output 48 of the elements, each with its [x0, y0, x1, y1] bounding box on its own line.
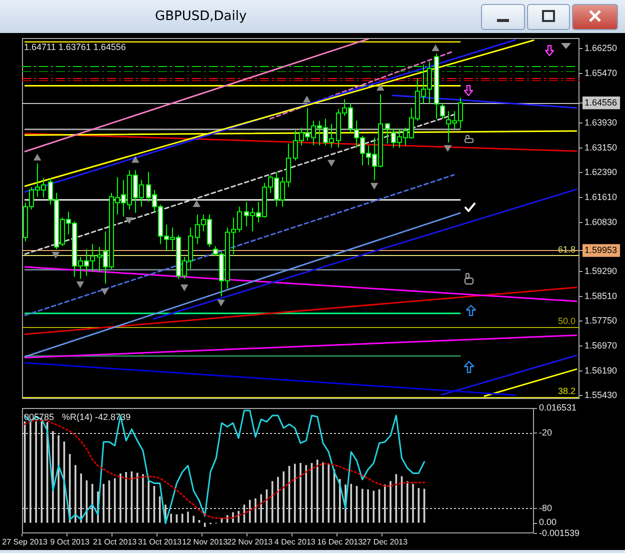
point	[132, 156, 139, 163]
point	[376, 84, 384, 91]
annotation: 38.2	[558, 386, 576, 396]
x-tick-label: 4 Dec 2013	[274, 537, 316, 546]
annotation: 1.64711 1.63761 1.64556	[24, 42, 126, 52]
y2-tick-label: -0.001539	[539, 528, 580, 538]
chart-title: GBPUSD,Daily	[155, 9, 247, 24]
point	[180, 284, 188, 291]
y2-tick-label: 0.00	[539, 517, 557, 528]
x-tick-label: 27 Sep 2013	[2, 537, 48, 546]
point	[370, 182, 378, 190]
point	[34, 154, 41, 160]
point	[218, 300, 225, 306]
point	[432, 44, 440, 52]
x-tick-label: 31 Oct 2013	[138, 537, 182, 546]
x-tick-label: 9 Oct 2013	[50, 537, 90, 546]
y-tick-label: -80	[539, 502, 552, 513]
y-tick-label: 1.60830	[584, 216, 618, 227]
point	[328, 160, 335, 166]
y-tick-label: 1.61610	[584, 192, 618, 202]
point	[52, 252, 60, 258]
y-tick-label: 1.63930	[584, 117, 618, 128]
point	[126, 217, 133, 224]
y-tick-label: 1.65470	[584, 68, 618, 78]
y-tick-label: 1.62390	[584, 166, 618, 177]
y-tick-label: 1.66250	[584, 43, 618, 54]
y-tick-label: 1.59290	[584, 266, 618, 276]
y-tick-label: 1.56190	[584, 366, 618, 376]
y-tick-label: -20	[539, 428, 552, 438]
x-tick-label: 16 Dec 2013	[317, 537, 364, 546]
x-tick-label: 21 Oct 2013	[93, 537, 138, 546]
point	[303, 96, 310, 102]
point	[193, 200, 200, 207]
x-tick-label: 27 Dec 2013	[362, 537, 408, 546]
annotation: 50.0	[558, 316, 576, 326]
y-tick-label: 1.56970	[584, 340, 618, 351]
y-tick-label: 1.59953	[584, 244, 618, 255]
point	[444, 145, 452, 152]
x-tick-label: 22 Nov 2013	[227, 537, 274, 546]
x-tick-label: 12 Nov 2013	[182, 537, 228, 546]
point	[101, 288, 108, 295]
y-tick-label: 1.58510	[584, 291, 618, 302]
point	[76, 281, 84, 288]
y-tick-label: 1.64556	[584, 97, 618, 108]
y2-tick-label: 0.016531	[539, 402, 577, 412]
y-tick-label: 1.55430	[584, 390, 618, 400]
y-tick-label: 1.63150	[584, 142, 618, 152]
y-tick-label: 1.57750	[584, 316, 618, 326]
